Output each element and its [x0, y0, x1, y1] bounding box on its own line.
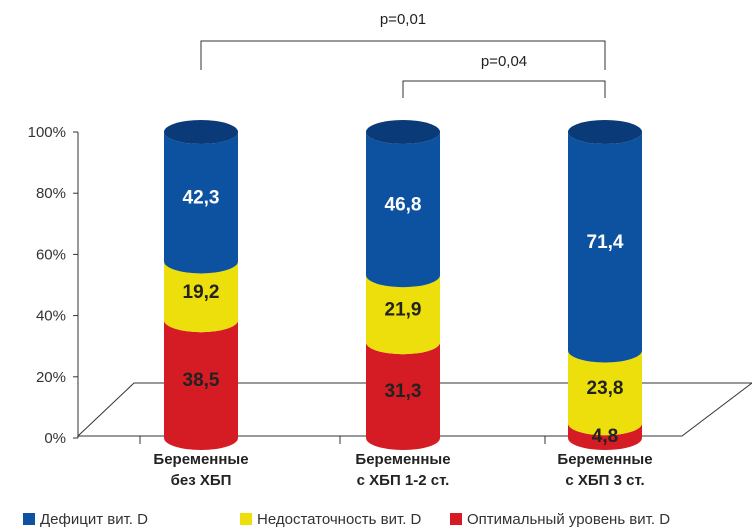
- data-label: 71,4: [587, 232, 624, 253]
- bar-segment-deficit: [568, 132, 643, 363]
- y-tick-label: 80%: [36, 185, 66, 202]
- y-tick-label: 40%: [36, 308, 66, 325]
- bar-stack: 4,8 23,8 71,4: [568, 120, 643, 450]
- p-value-label: p=0,01: [380, 11, 426, 28]
- data-label: 4,8: [592, 426, 618, 447]
- y-tick-label: 20%: [36, 369, 66, 386]
- legend-swatch: [240, 513, 252, 525]
- bars: 38,5 19,2 42,3 31,3 21,9 46,8 4,8 23,8 71,4: [164, 120, 643, 450]
- significance-brackets: p=0,01 p=0,04: [200, 11, 606, 98]
- category-label: Беременные: [557, 451, 652, 468]
- bar-segment-optimal: [366, 342, 440, 450]
- bar-stack: 38,5 19,2 42,3: [164, 120, 238, 450]
- category-label: с ХБП 3 ст.: [565, 472, 644, 489]
- category-label: Беременные: [153, 451, 248, 468]
- data-label: 31,3: [385, 381, 422, 402]
- data-label: 23,8: [587, 378, 624, 399]
- bar-top-cap: [164, 120, 238, 144]
- legend-label: Оптимальный уровень вит. D: [467, 511, 670, 528]
- legend-label: Недостаточность вит. D: [257, 511, 422, 528]
- y-axis: 0% 20% 40% 60% 80% 100%: [28, 124, 79, 447]
- legend-swatch: [23, 513, 35, 525]
- significance-bracket: [402, 80, 606, 98]
- bar-segment-optimal: [164, 320, 238, 450]
- chart-floor: [76, 382, 752, 444]
- legend-label: Дефицит вит. D: [40, 511, 148, 528]
- bar-segment-insufficiency: [568, 350, 643, 436]
- y-tick-label: 60%: [36, 246, 66, 263]
- legend: Дефицит вит. D Недостаточность вит. D Опти…: [23, 511, 670, 528]
- category-labels: Беременные без ХБП Беременные с ХБП 1-2 ст.…: [153, 451, 652, 489]
- category-label: Беременные: [355, 451, 450, 468]
- legend-swatch: [450, 513, 462, 525]
- floor-plane: [76, 382, 752, 437]
- category-label: с ХБП 1-2 ст.: [357, 472, 450, 489]
- bar-segment-optimal: [568, 423, 642, 450]
- bar-segment-insufficiency: [164, 261, 238, 333]
- data-label: 38,5: [183, 370, 220, 391]
- y-tick-label: 0%: [44, 430, 66, 447]
- data-label: 42,3: [183, 188, 220, 209]
- bar-segment-deficit: [366, 132, 440, 288]
- p-value-label: p=0,04: [481, 53, 527, 70]
- y-tick-label: 100%: [28, 124, 66, 141]
- data-label: 19,2: [183, 282, 220, 303]
- significance-bracket: [200, 40, 606, 70]
- bar-top-cap: [568, 120, 642, 144]
- bar-segment-deficit: [164, 132, 238, 274]
- bar-top-cap: [366, 120, 440, 144]
- bar-segment-insufficiency: [366, 275, 440, 355]
- data-label: 46,8: [385, 195, 422, 216]
- category-label: без ХБП: [171, 472, 232, 489]
- data-label: 21,9: [385, 300, 422, 321]
- bar-stack: 31,3 21,9 46,8: [366, 120, 440, 450]
